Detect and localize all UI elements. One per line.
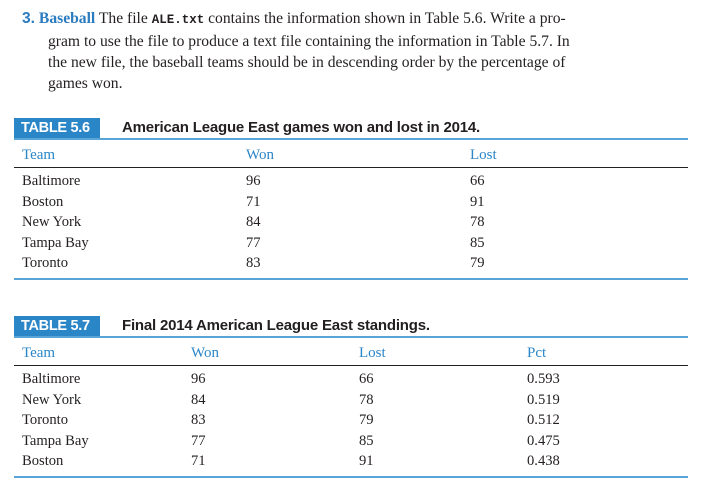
cell-team: Tampa Bay bbox=[22, 432, 89, 449]
table-5-7: TABLE 5.7 Final 2014 American League Eas… bbox=[14, 316, 688, 478]
cell-team: New York bbox=[22, 391, 82, 408]
table-row: Boston 71 91 bbox=[14, 192, 688, 213]
cell-team: Toronto bbox=[22, 255, 68, 272]
table-body: Baltimore 96 66 Boston 71 91 New York 84… bbox=[14, 168, 688, 280]
cell-team: Baltimore bbox=[22, 173, 81, 189]
exercise-file-name: ALE.txt bbox=[151, 13, 205, 27]
cell-team: Baltimore bbox=[22, 371, 81, 387]
exercise-number: 3. bbox=[22, 10, 36, 27]
exercise-line-2: gram to use the file to produce a text f… bbox=[48, 33, 570, 50]
table-header-row: Team Won Lost Pct bbox=[14, 338, 688, 366]
cell-lost: 85 bbox=[470, 234, 485, 251]
cell-lost: 91 bbox=[470, 193, 485, 210]
cell-won: 71 bbox=[191, 453, 206, 470]
cell-lost: 91 bbox=[359, 453, 374, 470]
column-header-lost: Lost bbox=[359, 345, 386, 361]
table-title: Final 2014 American League East standing… bbox=[122, 317, 430, 334]
cell-won: 84 bbox=[246, 214, 261, 231]
cell-team: Boston bbox=[22, 193, 64, 210]
table-row: Toronto 83 79 bbox=[14, 253, 688, 274]
column-header-team: Team bbox=[22, 345, 56, 361]
table-row: Baltimore 96 66 bbox=[14, 171, 688, 192]
cell-lost: 85 bbox=[359, 432, 374, 449]
table-header-row: Team Won Lost bbox=[14, 140, 688, 168]
cell-won: 77 bbox=[191, 432, 206, 449]
cell-pct: 0.593 bbox=[527, 371, 560, 387]
table-label: TABLE 5.6 bbox=[14, 118, 100, 138]
cell-lost: 66 bbox=[359, 371, 374, 387]
table-caption: TABLE 5.7 Final 2014 American League Eas… bbox=[14, 316, 688, 338]
column-header-won: Won bbox=[191, 345, 219, 361]
cell-won: 83 bbox=[191, 412, 206, 429]
cell-team: New York bbox=[22, 214, 82, 231]
cell-team: Tampa Bay bbox=[22, 234, 89, 251]
cell-pct: 0.519 bbox=[527, 391, 560, 408]
exercise-text-intro: The file bbox=[95, 10, 152, 27]
cell-lost: 66 bbox=[470, 173, 485, 189]
cell-lost: 79 bbox=[470, 255, 485, 272]
cell-pct: 0.512 bbox=[527, 412, 560, 429]
cell-lost: 78 bbox=[470, 214, 485, 231]
table-row: New York 84 78 bbox=[14, 212, 688, 233]
cell-team: Boston bbox=[22, 453, 64, 470]
table-caption: TABLE 5.6 American League East games won… bbox=[14, 118, 688, 140]
cell-won: 77 bbox=[246, 234, 261, 251]
table-row: New York 84 78 0.519 bbox=[14, 390, 688, 411]
exercise-line-3: the new file, the baseball teams should … bbox=[48, 54, 566, 71]
cell-won: 71 bbox=[246, 193, 261, 210]
table-row: Boston 71 91 0.438 bbox=[14, 451, 688, 472]
exercise-line-1-rest: contains the information shown in Table … bbox=[204, 10, 566, 27]
cell-team: Toronto bbox=[22, 412, 68, 429]
cell-pct: 0.438 bbox=[527, 453, 560, 470]
cell-won: 83 bbox=[246, 255, 261, 272]
table-row: Baltimore 96 66 0.593 bbox=[14, 369, 688, 390]
table-5-6: TABLE 5.6 American League East games won… bbox=[14, 118, 688, 280]
exercise-line-1: 3. Baseball The file ALE.txt contains th… bbox=[22, 8, 686, 31]
column-header-team: Team bbox=[22, 147, 56, 163]
cell-won: 96 bbox=[191, 371, 206, 387]
cell-won: 96 bbox=[246, 173, 261, 189]
cell-won: 84 bbox=[191, 391, 206, 408]
cell-lost: 79 bbox=[359, 412, 374, 429]
cell-lost: 78 bbox=[359, 391, 374, 408]
exercise-title: Baseball bbox=[38, 10, 96, 27]
column-header-pct: Pct bbox=[527, 345, 547, 361]
table-row: Toronto 83 79 0.512 bbox=[14, 410, 688, 431]
table-row: Tampa Bay 77 85 0.475 bbox=[14, 431, 688, 452]
exercise-line-4: games won. bbox=[48, 75, 123, 92]
table-label: TABLE 5.7 bbox=[14, 316, 100, 336]
table-body: Baltimore 96 66 0.593 New York 84 78 0.5… bbox=[14, 366, 688, 478]
cell-pct: 0.475 bbox=[527, 432, 560, 449]
exercise-paragraph: 3. Baseball The file ALE.txt contains th… bbox=[22, 8, 686, 94]
column-header-won: Won bbox=[246, 147, 274, 163]
column-header-lost: Lost bbox=[470, 147, 497, 163]
table-title: American League East games won and lost … bbox=[122, 119, 481, 136]
table-row: Tampa Bay 77 85 bbox=[14, 233, 688, 254]
